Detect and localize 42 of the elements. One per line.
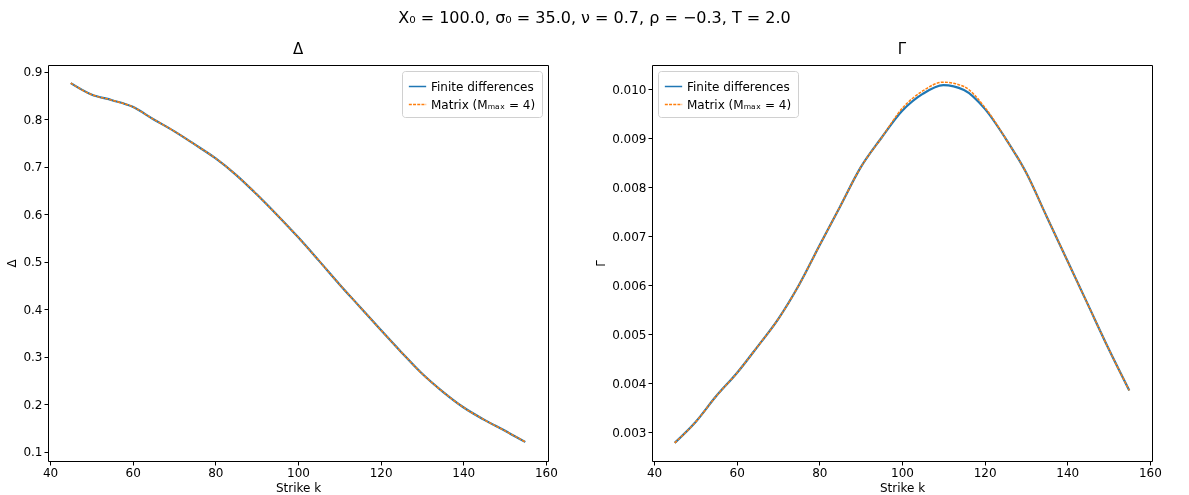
legend-label: Finite differences [431, 79, 534, 94]
y-tick-label: 0.8 [23, 112, 43, 127]
x-axis-title: Strike k [275, 480, 322, 495]
x-tick-label: 100 [287, 465, 310, 480]
x-tick-label: 80 [208, 465, 224, 480]
x-tick-label: 140 [452, 465, 476, 480]
y-tick-label: 0.009 [612, 131, 647, 146]
x-tick-label: 120 [973, 465, 997, 480]
y-tick-label: 0.005 [612, 327, 647, 342]
text: X₀ = 100.0, σ₀ = 35.0, ν = 0.7, ρ = −0.3, T = 2.0 [397, 8, 792, 27]
x-tick-label: 40 [42, 465, 59, 480]
x-tick-label: 40 [646, 465, 663, 480]
y-tick-label: 0.7 [23, 160, 43, 175]
y-tick-label: 0.4 [23, 302, 43, 317]
x-tick-label: 60 [125, 465, 141, 480]
y-tick-label: 0.006 [612, 278, 647, 293]
x-tick-label: 160 [534, 465, 558, 480]
x-tick-label: 60 [729, 465, 745, 480]
chart-title: Γ [897, 40, 907, 58]
y-tick-label: 0.1 [23, 445, 43, 460]
x-axis-title: Strike k [879, 480, 926, 495]
legend-label: Matrix (Mₘₐₓ = 4) [431, 97, 536, 112]
y-tick-label: 0.010 [612, 82, 647, 97]
x-tick-label: 120 [369, 465, 393, 480]
y-tick-label: 0.004 [612, 376, 647, 391]
y-tick-label: 0.9 [23, 65, 43, 80]
x-tick-label: 140 [1056, 465, 1080, 480]
y-tick-label: 0.5 [23, 255, 43, 270]
x-tick-label: 160 [1138, 465, 1162, 480]
y-axis-title: Γ [594, 259, 609, 267]
y-tick-label: 0.007 [612, 229, 647, 244]
x-tick-label: 80 [812, 465, 828, 480]
y-tick-label: 0.003 [612, 425, 647, 440]
legend-label: Finite differences [687, 79, 790, 94]
y-tick-label: 0.008 [612, 180, 647, 195]
legend-label: Matrix (Mₘₐₓ = 4) [687, 97, 792, 112]
y-tick-label: 0.3 [23, 350, 43, 365]
y-axis-title: Δ [5, 258, 20, 268]
x-tick-label: 100 [891, 465, 914, 480]
y-tick-label: 0.2 [23, 397, 43, 412]
y-tick-label: 0.6 [23, 207, 43, 222]
chart-title: Δ [292, 40, 304, 58]
